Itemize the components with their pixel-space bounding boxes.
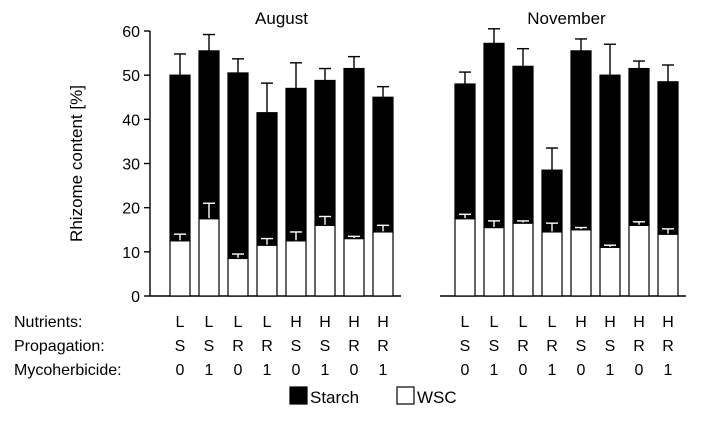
bar-starch bbox=[314, 79, 336, 226]
bar-starch bbox=[285, 87, 307, 242]
factor-code: R bbox=[517, 338, 529, 355]
y-tick-label: 10 bbox=[122, 245, 140, 262]
panel-title: November bbox=[527, 9, 606, 28]
factor-code: 0 bbox=[635, 362, 644, 379]
bar-wsc bbox=[512, 222, 534, 297]
factor-code: S bbox=[460, 338, 471, 355]
factor-code: L bbox=[234, 314, 243, 331]
factor-code: H bbox=[604, 314, 616, 331]
factor-code: 0 bbox=[519, 362, 528, 379]
bar-wsc bbox=[483, 226, 505, 297]
legend-label-wsc: WSC bbox=[417, 388, 457, 407]
bar-wsc bbox=[599, 246, 621, 297]
factor-code: H bbox=[348, 314, 360, 331]
factor-code: H bbox=[290, 314, 302, 331]
bar-wsc bbox=[227, 257, 249, 297]
bar-wsc bbox=[657, 233, 679, 297]
factor-code: H bbox=[575, 314, 587, 331]
factor-code: L bbox=[548, 314, 557, 331]
bar-wsc bbox=[198, 218, 220, 297]
factor-code: R bbox=[261, 338, 273, 355]
bar-wsc bbox=[628, 224, 650, 297]
factor-code: R bbox=[348, 338, 360, 355]
bar-wsc bbox=[343, 237, 365, 297]
legend-swatch-starch bbox=[289, 386, 308, 405]
bar-wsc bbox=[454, 218, 476, 297]
y-tick-label: 40 bbox=[122, 112, 140, 129]
factor-code: 1 bbox=[548, 362, 557, 379]
y-tick-label: 0 bbox=[131, 289, 140, 306]
factor-code: H bbox=[377, 314, 389, 331]
bar-starch bbox=[372, 96, 394, 233]
factor-code: R bbox=[546, 338, 558, 355]
factor-code: S bbox=[576, 338, 587, 355]
factor-code: L bbox=[176, 314, 185, 331]
panel-title: August bbox=[255, 9, 308, 28]
factor-code: 1 bbox=[263, 362, 272, 379]
factor-code: L bbox=[205, 314, 214, 331]
factor-code: 1 bbox=[321, 362, 330, 379]
factor-code: 1 bbox=[490, 362, 499, 379]
factor-code: 1 bbox=[606, 362, 615, 379]
factor-code: 0 bbox=[461, 362, 470, 379]
factor-code: H bbox=[319, 314, 331, 331]
factor-label: Nutrients: bbox=[14, 314, 82, 331]
factor-code: S bbox=[204, 338, 215, 355]
factor-label: Mycoherbicide: bbox=[14, 362, 122, 379]
bar-starch bbox=[599, 74, 621, 249]
factor-code: L bbox=[519, 314, 528, 331]
factor-code: R bbox=[633, 338, 645, 355]
factor-code: 0 bbox=[577, 362, 586, 379]
factor-code: S bbox=[320, 338, 331, 355]
bar-starch bbox=[256, 112, 278, 246]
factor-code: 0 bbox=[234, 362, 243, 379]
bar-wsc bbox=[372, 231, 394, 297]
bar-starch bbox=[657, 81, 679, 235]
y-tick-label: 50 bbox=[122, 68, 140, 85]
bar-wsc bbox=[541, 231, 563, 297]
factor-code: 0 bbox=[292, 362, 301, 379]
bar-starch bbox=[570, 50, 592, 231]
factor-code: S bbox=[489, 338, 500, 355]
y-tick-label: 30 bbox=[122, 157, 140, 174]
factor-code: 0 bbox=[176, 362, 185, 379]
factor-code: 1 bbox=[664, 362, 673, 379]
factor-code: S bbox=[291, 338, 302, 355]
bar-starch bbox=[343, 67, 365, 240]
factor-code: S bbox=[605, 338, 616, 355]
factor-code: R bbox=[662, 338, 674, 355]
factor-code: L bbox=[490, 314, 499, 331]
factor-code: H bbox=[662, 314, 674, 331]
y-tick-label: 60 bbox=[122, 24, 140, 41]
factor-label: Propagation: bbox=[14, 338, 105, 355]
bar-starch bbox=[628, 67, 650, 226]
factor-code: S bbox=[175, 338, 186, 355]
bar-wsc bbox=[314, 224, 336, 297]
factor-code: L bbox=[461, 314, 470, 331]
factor-code: L bbox=[263, 314, 272, 331]
factor-code: 1 bbox=[205, 362, 214, 379]
y-axis-label: Rhizome content [%] bbox=[67, 85, 86, 242]
factor-code: H bbox=[633, 314, 645, 331]
bar-starch bbox=[169, 74, 191, 242]
bar-wsc bbox=[256, 244, 278, 297]
bar-starch bbox=[454, 83, 476, 220]
factor-code: R bbox=[377, 338, 389, 355]
legend-swatch-wsc bbox=[396, 386, 415, 405]
bar-starch bbox=[483, 42, 505, 229]
factor-code: R bbox=[232, 338, 244, 355]
bar-wsc bbox=[285, 240, 307, 297]
factor-code: 1 bbox=[379, 362, 388, 379]
factor-code: 0 bbox=[350, 362, 359, 379]
bar-starch bbox=[198, 50, 220, 220]
bar-wsc bbox=[570, 229, 592, 297]
bar-starch bbox=[227, 72, 249, 260]
bar-starch bbox=[512, 65, 534, 224]
y-tick-label: 20 bbox=[122, 201, 140, 218]
legend-label-starch: Starch bbox=[310, 388, 359, 407]
bar-wsc bbox=[169, 240, 191, 297]
